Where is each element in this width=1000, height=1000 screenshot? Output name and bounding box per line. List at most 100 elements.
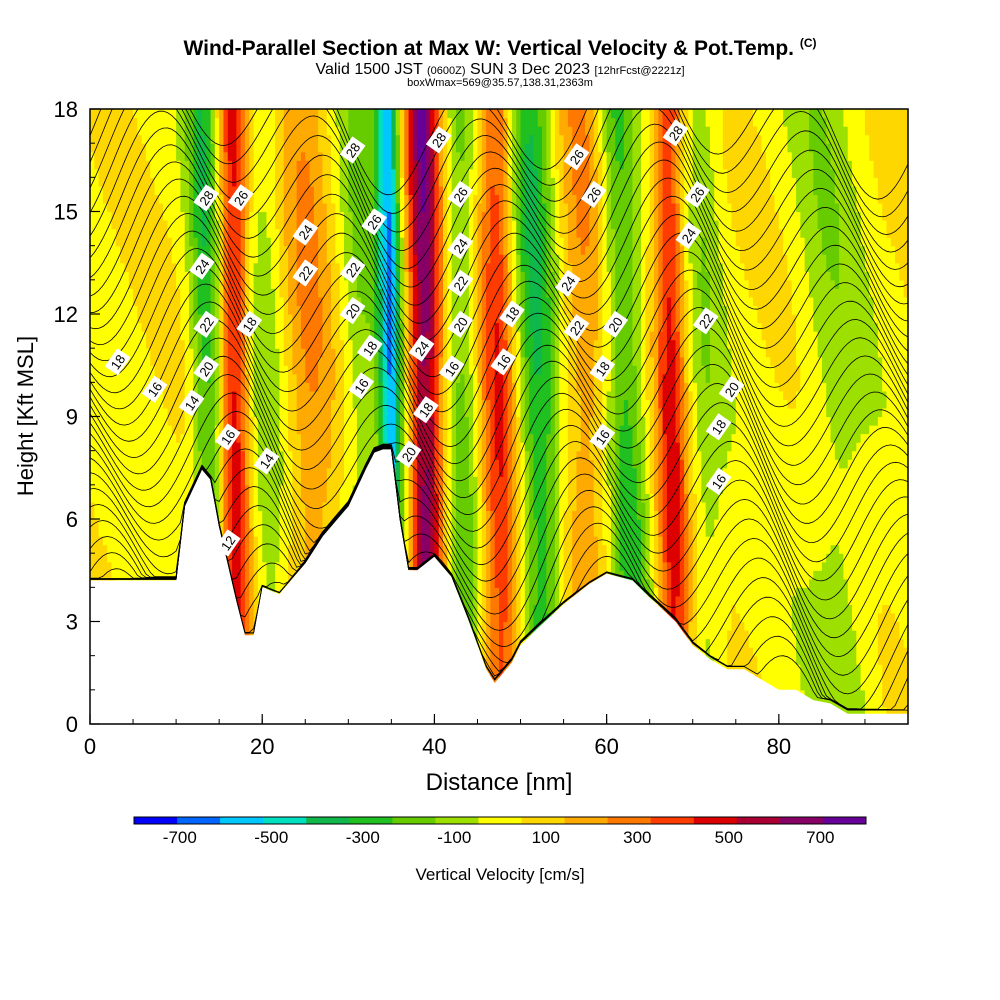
velocity-cell bbox=[262, 228, 268, 238]
velocity-cell bbox=[171, 561, 177, 571]
velocity-cell bbox=[266, 322, 272, 332]
velocity-cell bbox=[214, 314, 220, 324]
velocity-cell bbox=[150, 117, 156, 127]
velocity-cell bbox=[163, 322, 169, 332]
velocity-cell bbox=[184, 228, 190, 238]
velocity-cell bbox=[249, 630, 255, 640]
velocity-cell bbox=[378, 288, 384, 298]
velocity-cell bbox=[331, 314, 336, 324]
velocity-cell bbox=[240, 382, 246, 392]
velocity-cell bbox=[137, 433, 143, 443]
velocity-cell bbox=[232, 493, 237, 503]
velocity-cell bbox=[210, 407, 216, 418]
velocity-cell bbox=[150, 331, 156, 341]
velocity-cell bbox=[249, 254, 255, 264]
velocity-cell bbox=[309, 510, 315, 520]
velocity-cell bbox=[305, 450, 311, 460]
velocity-cell bbox=[158, 442, 164, 452]
velocity-cell bbox=[244, 143, 250, 153]
velocity-cell bbox=[98, 151, 104, 161]
velocity-cell bbox=[124, 484, 130, 494]
velocity-cell bbox=[197, 433, 203, 443]
velocity-cell bbox=[193, 450, 199, 460]
velocity-cell bbox=[240, 211, 246, 221]
velocity-cell bbox=[253, 467, 259, 477]
velocity-cell bbox=[288, 510, 293, 520]
velocity-cell bbox=[232, 228, 237, 238]
velocity-cell bbox=[111, 467, 117, 477]
velocity-cell bbox=[313, 143, 319, 153]
velocity-cell bbox=[352, 339, 358, 349]
velocity-cell bbox=[137, 416, 143, 426]
velocity-cell bbox=[382, 331, 388, 341]
velocity-cell bbox=[102, 510, 108, 520]
velocity-cell bbox=[120, 305, 126, 315]
velocity-cell bbox=[253, 117, 259, 127]
velocity-cell bbox=[171, 544, 177, 554]
velocity-cell bbox=[322, 126, 328, 136]
velocity-cell bbox=[107, 365, 113, 375]
velocity-cell bbox=[361, 399, 367, 409]
velocity-cell bbox=[115, 314, 121, 324]
velocity-cell bbox=[262, 262, 268, 272]
velocity-cell bbox=[318, 160, 324, 170]
velocity-cell bbox=[305, 493, 311, 503]
velocity-cell bbox=[257, 587, 263, 597]
velocity-cell bbox=[244, 390, 250, 401]
velocity-cell bbox=[352, 279, 358, 289]
velocity-cell bbox=[201, 348, 207, 358]
velocity-cell bbox=[378, 425, 384, 435]
velocity-cell bbox=[201, 245, 207, 255]
velocity-cell bbox=[309, 168, 315, 178]
velocity-cell bbox=[283, 570, 289, 580]
velocity-cell bbox=[288, 459, 293, 469]
velocity-cell bbox=[275, 254, 281, 264]
velocity-cell bbox=[262, 425, 268, 435]
velocity-cell bbox=[296, 288, 302, 298]
velocity-cell bbox=[344, 237, 349, 247]
velocity-cell bbox=[283, 254, 289, 264]
velocity-cell bbox=[120, 373, 126, 383]
velocity-cell bbox=[313, 356, 319, 366]
velocity-cell bbox=[167, 211, 173, 221]
velocity-cell bbox=[270, 314, 276, 324]
velocity-cell bbox=[150, 143, 156, 153]
velocity-cell bbox=[288, 202, 293, 213]
velocity-cell bbox=[145, 493, 151, 503]
velocity-cell bbox=[154, 202, 160, 213]
velocity-cell bbox=[128, 331, 134, 341]
velocity-cell bbox=[257, 365, 263, 375]
velocity-cell bbox=[326, 450, 332, 460]
velocity-cell bbox=[227, 160, 233, 170]
velocity-cell bbox=[115, 373, 121, 383]
velocity-cell bbox=[145, 536, 151, 546]
velocity-cell bbox=[137, 553, 143, 563]
velocity-cell bbox=[171, 134, 177, 144]
velocity-cell bbox=[382, 202, 388, 213]
velocity-cell bbox=[296, 202, 302, 213]
velocity-cell bbox=[309, 245, 315, 255]
velocity-cell bbox=[378, 331, 384, 341]
velocity-cell bbox=[236, 570, 242, 580]
velocity-cell bbox=[193, 245, 199, 255]
velocity-cell bbox=[240, 134, 246, 144]
velocity-cell bbox=[266, 143, 272, 153]
velocity-cell bbox=[309, 356, 315, 366]
velocity-cell bbox=[197, 151, 203, 161]
velocity-cell bbox=[348, 450, 354, 460]
velocity-cell bbox=[331, 476, 336, 486]
velocity-cell bbox=[150, 245, 156, 255]
velocity-cell bbox=[154, 484, 160, 494]
velocity-cell bbox=[158, 519, 164, 529]
velocity-cell bbox=[356, 467, 362, 477]
velocity-cell bbox=[322, 425, 328, 435]
velocity-cell bbox=[279, 561, 285, 571]
velocity-cell bbox=[120, 527, 126, 537]
velocity-cell bbox=[288, 288, 293, 298]
velocity-cell bbox=[236, 237, 242, 247]
velocity-cell bbox=[171, 348, 177, 358]
velocity-cell bbox=[240, 484, 246, 494]
velocity-cell bbox=[369, 143, 375, 153]
velocity-cell bbox=[365, 151, 371, 161]
velocity-cell bbox=[361, 151, 367, 161]
